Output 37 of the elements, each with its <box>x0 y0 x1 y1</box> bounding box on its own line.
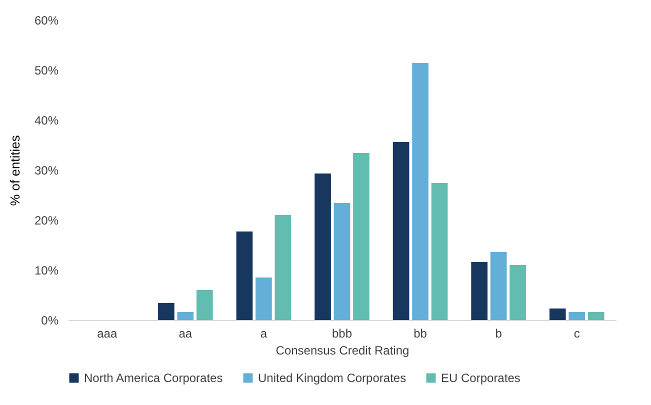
x-tick-label: aaa <box>97 326 118 340</box>
legend-label: United Kingdom Corporates <box>258 371 406 385</box>
bar <box>314 174 331 320</box>
bar <box>490 252 507 320</box>
bar <box>353 153 370 320</box>
bar <box>549 308 566 320</box>
y-tick-label: 20% <box>34 214 59 228</box>
y-tick-label: 40% <box>34 114 59 128</box>
legend-label: EU Corporates <box>441 371 520 385</box>
x-tick-label: c <box>574 326 580 340</box>
y-tick-label: 50% <box>34 64 59 78</box>
y-axis-title: % of entities <box>7 134 22 206</box>
x-tick-label: bb <box>414 326 428 340</box>
bar <box>392 142 410 320</box>
x-tick-label: a <box>260 326 268 340</box>
x-tick-label: bbb <box>332 326 352 340</box>
bar <box>196 290 213 320</box>
bar <box>256 278 272 320</box>
bar <box>274 215 292 320</box>
y-tick-label: 60% <box>34 14 59 28</box>
bar <box>412 63 428 320</box>
y-tick-label: 0% <box>41 314 59 328</box>
bar <box>568 312 586 320</box>
bar <box>588 312 604 320</box>
x-tick-label: aa <box>178 326 192 340</box>
y-tick-label: 30% <box>34 164 59 178</box>
bar <box>510 265 526 320</box>
bar <box>334 203 350 320</box>
bar <box>236 232 253 320</box>
y-tick-label: 10% <box>34 264 59 278</box>
x-tick-label: b <box>495 326 502 340</box>
bar <box>177 312 194 320</box>
bar <box>431 183 448 320</box>
legend-label: North America Corporates <box>84 371 223 385</box>
x-axis-title: Consensus Credit Rating <box>276 344 410 358</box>
bar <box>158 303 174 320</box>
bar <box>471 262 488 320</box>
